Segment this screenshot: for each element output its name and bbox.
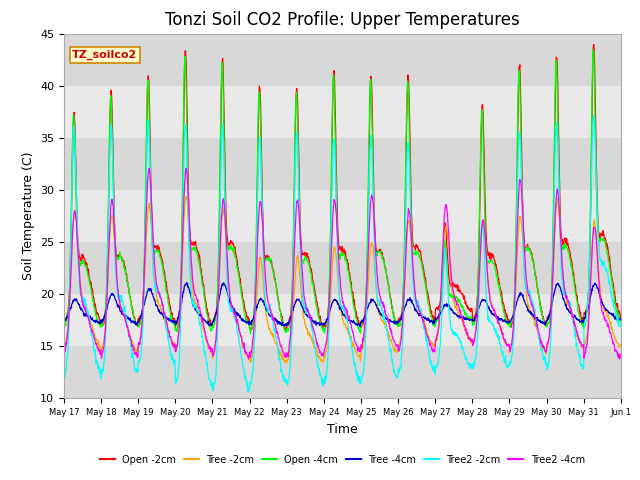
Tree -2cm	[182, 194, 190, 200]
Tree2 -4cm	[182, 166, 190, 171]
Open -4cm	[60, 326, 68, 332]
Tree -2cm	[552, 217, 559, 223]
Open -4cm	[502, 316, 509, 322]
Open -2cm	[60, 315, 68, 321]
Tree -4cm	[617, 316, 625, 322]
Open -4cm	[170, 322, 178, 327]
Open -4cm	[617, 318, 625, 324]
Open -4cm	[184, 180, 191, 186]
Tree2 -2cm	[590, 113, 598, 119]
Tree2 -2cm	[502, 360, 509, 365]
Tree -2cm	[502, 341, 510, 347]
Tree -2cm	[617, 341, 625, 347]
Legend: Open -2cm, Tree -2cm, Open -4cm, Tree -4cm, Tree2 -2cm, Tree2 -4cm: Open -2cm, Tree -2cm, Open -4cm, Tree -4…	[96, 451, 589, 468]
Tree -4cm	[60, 319, 68, 324]
Tree2 -2cm	[60, 368, 68, 373]
Tree2 -2cm	[184, 193, 191, 199]
Open -4cm	[246, 326, 254, 332]
Tree2 -4cm	[502, 341, 510, 347]
Line: Tree2 -2cm: Tree2 -2cm	[64, 116, 621, 392]
Tree -4cm	[246, 321, 254, 327]
Tree2 -4cm	[170, 345, 178, 350]
Open -4cm	[551, 94, 559, 99]
Line: Tree -4cm: Tree -4cm	[64, 283, 621, 327]
Tree2 -2cm	[170, 357, 178, 363]
Title: Tonzi Soil CO2 Profile: Upper Temperatures: Tonzi Soil CO2 Profile: Upper Temperatur…	[165, 11, 520, 29]
Text: TZ_soilco2: TZ_soilco2	[72, 50, 138, 60]
Line: Tree -2cm: Tree -2cm	[64, 197, 621, 363]
Tree2 -2cm	[617, 320, 625, 326]
X-axis label: Time: Time	[327, 423, 358, 436]
Tree2 -4cm	[244, 356, 252, 362]
Open -2cm	[246, 326, 254, 332]
Bar	[64, 34, 621, 86]
Open -4cm	[246, 331, 254, 337]
Tree -2cm	[246, 358, 254, 363]
Tree -2cm	[170, 343, 178, 348]
Open -4cm	[429, 320, 437, 326]
Tree -2cm	[60, 340, 68, 346]
Tree2 -4cm	[247, 348, 255, 354]
Open -4cm	[589, 47, 597, 53]
Tree -4cm	[170, 319, 178, 325]
Tree2 -2cm	[551, 153, 559, 159]
Tree2 -2cm	[429, 362, 437, 368]
Tree2 -4cm	[429, 347, 437, 352]
Open -2cm	[170, 317, 178, 323]
Tree -4cm	[184, 284, 192, 289]
Tree2 -4cm	[617, 353, 625, 359]
Tree -2cm	[184, 214, 192, 220]
Y-axis label: Soil Temperature (C): Soil Temperature (C)	[22, 152, 35, 280]
Open -2cm	[551, 109, 559, 115]
Bar	[64, 138, 621, 190]
Tree -4cm	[183, 280, 191, 286]
Tree2 -4cm	[552, 207, 559, 213]
Open -2cm	[282, 329, 290, 335]
Line: Open -4cm: Open -4cm	[64, 50, 621, 334]
Tree2 -2cm	[246, 381, 254, 387]
Tree2 -4cm	[184, 192, 192, 197]
Tree -4cm	[502, 319, 510, 324]
Bar	[64, 294, 621, 346]
Bar	[64, 190, 621, 242]
Bar	[64, 86, 621, 138]
Tree -4cm	[552, 285, 559, 291]
Tree2 -4cm	[60, 348, 68, 354]
Line: Tree2 -4cm: Tree2 -4cm	[64, 168, 621, 359]
Tree2 -2cm	[244, 389, 252, 395]
Bar	[64, 346, 621, 398]
Open -2cm	[617, 313, 625, 319]
Open -2cm	[184, 154, 191, 160]
Tree -4cm	[356, 324, 364, 330]
Tree -2cm	[283, 360, 291, 366]
Tree -2cm	[429, 344, 437, 350]
Bar	[64, 242, 621, 294]
Open -2cm	[590, 42, 598, 48]
Open -2cm	[429, 315, 437, 321]
Tree -4cm	[429, 318, 437, 324]
Line: Open -2cm: Open -2cm	[64, 45, 621, 332]
Open -2cm	[502, 310, 509, 316]
